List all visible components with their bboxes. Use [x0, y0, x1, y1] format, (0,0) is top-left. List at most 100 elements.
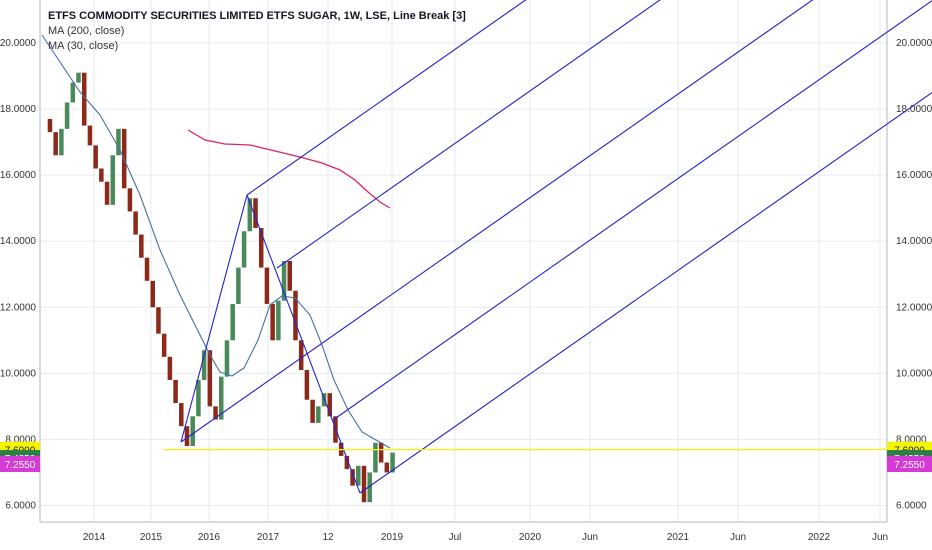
brick-down — [293, 290, 298, 341]
brick-up — [230, 303, 235, 341]
x-tick-label: 2022 — [808, 532, 831, 543]
brick-down — [327, 393, 332, 417]
brick-up — [241, 231, 247, 268]
brick-up — [247, 198, 253, 232]
brick-down — [310, 399, 315, 423]
brick-up — [367, 472, 372, 503]
brick-down — [384, 462, 390, 473]
brick-down — [304, 370, 310, 400]
ma30-path — [41, 34, 391, 449]
brick-up — [321, 393, 327, 407]
brick-up — [224, 340, 230, 377]
brick-down — [104, 181, 110, 205]
brick-down — [161, 333, 167, 357]
pitchfork-ray — [276, 0, 661, 269]
x-tick-label: 2016 — [198, 532, 221, 543]
y-tick-label-left: 12.0000 — [0, 302, 36, 313]
brick-down — [99, 168, 104, 182]
brick-down — [213, 406, 218, 420]
brick-down — [287, 261, 293, 291]
ma200-label[interactable]: MA (200, close) — [48, 25, 125, 37]
brick-up — [64, 102, 70, 129]
y-tick-label-left: 8.0000 — [5, 434, 36, 445]
chart-legend: ETFS COMMODITY SECURITIES LIMITED ETFS S… — [48, 9, 466, 54]
brick-down — [207, 350, 213, 407]
y-tick-label-right: 20.0000 — [896, 38, 932, 49]
pitchfork-handle — [180, 194, 248, 443]
brick-up — [76, 72, 81, 83]
brick-down — [144, 257, 150, 281]
brick-down — [53, 132, 58, 156]
brick-down — [81, 72, 87, 126]
x-tick-label: Jun — [582, 532, 598, 543]
brick-up — [316, 406, 321, 423]
y-tick-label-right: 18.0000 — [896, 104, 932, 115]
ma30-label[interactable]: MA (30, close) — [48, 40, 119, 52]
brick-down — [184, 426, 190, 447]
brick-up — [59, 128, 64, 156]
brick-down — [127, 188, 133, 212]
brick-down — [173, 379, 178, 404]
price-badge-right — [887, 456, 932, 473]
brick-up — [190, 416, 195, 447]
x-tick-label: Jun — [730, 532, 746, 543]
y-tick-label-left: 10.0000 — [0, 368, 36, 379]
y-tick-label-right: 12.0000 — [896, 302, 932, 313]
pitchfork[interactable] — [180, 0, 932, 494]
brick-down — [47, 118, 53, 133]
brick-down — [139, 234, 144, 258]
brick-down — [350, 469, 355, 486]
ma200-path — [187, 129, 391, 209]
brick-down — [156, 307, 161, 334]
x-tick-label: 2019 — [381, 532, 404, 543]
chart-title: ETFS COMMODITY SECURITIES LIMITED ETFS S… — [48, 10, 466, 22]
axes — [39, 0, 888, 523]
brick-up — [196, 379, 201, 417]
brick-up — [236, 267, 241, 304]
ma200-line — [187, 129, 391, 209]
brick-down — [93, 145, 98, 169]
brick-down — [298, 340, 304, 371]
y-tick-label-right: 14.0000 — [896, 236, 932, 247]
y-tick-label-left: 20.0000 — [0, 38, 36, 49]
y-tick-label-right: 6.0000 — [896, 500, 927, 511]
y-tick-label-right: 10.0000 — [896, 368, 932, 379]
price-badge-left — [0, 456, 40, 473]
grid — [40, 0, 887, 522]
brick-up — [281, 261, 287, 301]
y-tick-label-right: 16.0000 — [896, 170, 932, 181]
x-tick-label: 2017 — [257, 532, 280, 543]
brick-up — [390, 452, 395, 473]
brick-up — [219, 376, 224, 420]
brick-up — [70, 82, 76, 103]
brick-down — [378, 442, 384, 463]
brick-down — [167, 356, 173, 380]
pitchfork-median-segment — [246, 194, 361, 494]
x-tick-label: 2014 — [83, 532, 106, 543]
brick-down — [87, 125, 93, 146]
x-tick-label: 12 — [322, 532, 334, 543]
y-tick-label-left: 16.0000 — [0, 170, 36, 181]
brick-down — [150, 280, 155, 308]
x-tick-label: 2020 — [519, 532, 542, 543]
y-tick-label-left: 18.0000 — [0, 104, 36, 115]
pitchfork-ray — [332, 0, 932, 421]
x-tick-label: Jul — [449, 532, 462, 543]
y-tick-label-right: 8.0000 — [896, 434, 927, 445]
pitchfork-ray — [359, 92, 932, 494]
tick-labels: 20.0000 20.0000 18.0000 18.0000 16.0000 16.00… — [0, 38, 932, 543]
brick-down — [344, 455, 350, 470]
price-badge-label-left: 7.2550 — [5, 460, 36, 471]
y-tick-label-left: 6.0000 — [5, 500, 36, 511]
x-tick-label: Jun — [872, 532, 888, 543]
brick-down — [258, 227, 264, 268]
brick-down — [361, 465, 367, 503]
x-tick-label: 2015 — [140, 532, 163, 543]
pitchfork-ray — [180, 0, 814, 443]
line-break-bricks — [47, 72, 395, 503]
brick-up — [110, 155, 116, 205]
brick-up — [373, 442, 378, 473]
ma30-line — [41, 34, 391, 449]
